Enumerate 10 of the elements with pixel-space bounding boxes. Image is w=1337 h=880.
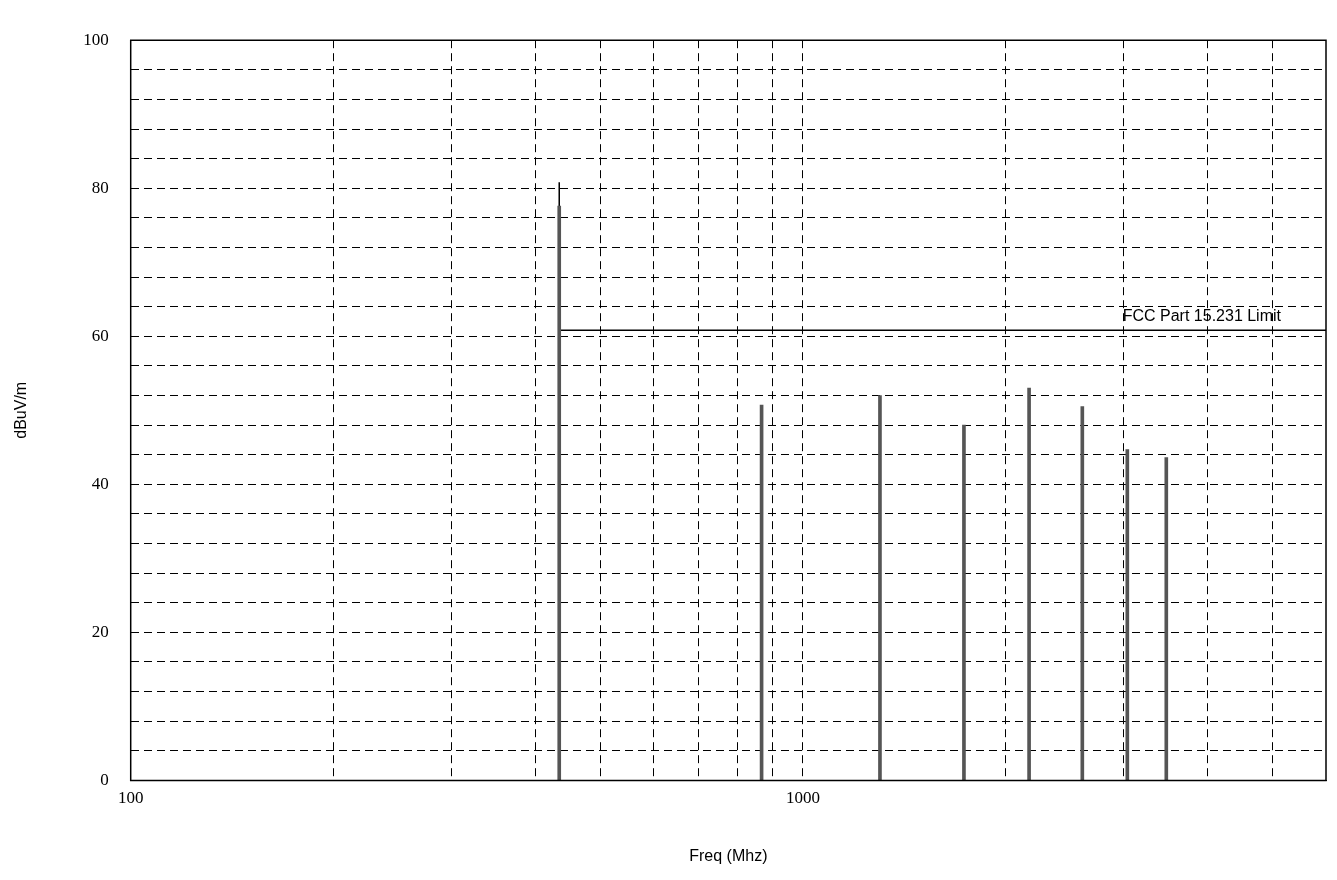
x-axis-title: Freq (Mhz) <box>689 846 768 864</box>
x-tick-label: 1000 <box>785 788 820 808</box>
y-tick-label: 100 <box>83 29 109 49</box>
y-tick-label: 20 <box>91 621 109 641</box>
series-label: FCC Part 15.231 Limit <box>1122 306 1282 324</box>
y-tick-label: 40 <box>91 473 109 493</box>
y-tick-label: 60 <box>91 325 109 345</box>
y-tick-label: 80 <box>91 177 109 197</box>
y-axis-title: dBuV/m <box>12 381 30 439</box>
y-tick-label: 0 <box>100 769 109 789</box>
